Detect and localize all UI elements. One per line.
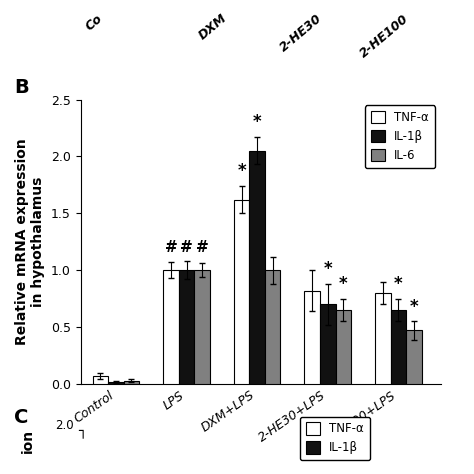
Text: ┐: ┐ bbox=[78, 424, 87, 438]
Bar bbox=[304, 291, 320, 384]
Text: *: * bbox=[410, 298, 418, 316]
Bar bbox=[108, 382, 124, 384]
Bar bbox=[320, 304, 336, 384]
Text: *: * bbox=[339, 275, 347, 293]
Legend: TNF-α, IL-1β, IL-6: TNF-α, IL-1β, IL-6 bbox=[365, 105, 435, 168]
Text: C: C bbox=[14, 408, 28, 427]
Bar bbox=[336, 310, 351, 384]
Text: *: * bbox=[323, 260, 332, 278]
Text: 2.0: 2.0 bbox=[55, 419, 73, 432]
Bar bbox=[375, 293, 391, 384]
Text: ion: ion bbox=[21, 429, 36, 453]
Text: *: * bbox=[253, 113, 262, 131]
Text: #: # bbox=[164, 240, 177, 255]
Bar bbox=[406, 330, 422, 384]
Text: Co: Co bbox=[83, 12, 105, 33]
Bar bbox=[124, 381, 139, 384]
Text: #: # bbox=[196, 240, 209, 255]
Legend: TNF-α, IL-1β: TNF-α, IL-1β bbox=[300, 417, 370, 460]
Text: DXM: DXM bbox=[197, 12, 230, 43]
Y-axis label: Relative mRNA expression
in hypothalamus: Relative mRNA expression in hypothalamus bbox=[15, 138, 46, 345]
Text: *: * bbox=[237, 162, 246, 180]
Bar bbox=[234, 200, 249, 384]
Bar bbox=[249, 151, 265, 384]
Text: 2-HE30: 2-HE30 bbox=[277, 12, 324, 54]
Bar bbox=[92, 376, 108, 384]
Text: #: # bbox=[180, 240, 193, 255]
Bar bbox=[265, 270, 281, 384]
Bar bbox=[391, 310, 406, 384]
Bar bbox=[179, 270, 194, 384]
Text: 2-HE100: 2-HE100 bbox=[358, 12, 411, 60]
Bar bbox=[163, 270, 179, 384]
Bar bbox=[194, 270, 210, 384]
Text: *: * bbox=[394, 275, 403, 293]
Text: B: B bbox=[14, 78, 29, 97]
